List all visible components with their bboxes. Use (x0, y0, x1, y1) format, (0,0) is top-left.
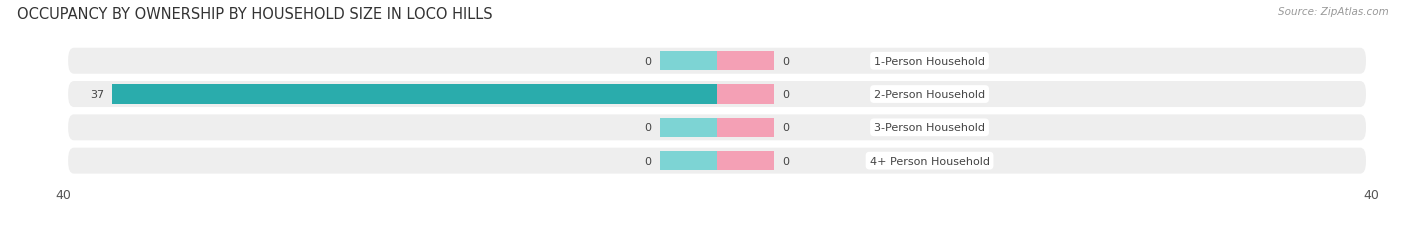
Text: 2-Person Household: 2-Person Household (875, 90, 986, 100)
Text: 37: 37 (90, 90, 104, 100)
Bar (659, 52, 717, 71)
Bar (717, 85, 775, 104)
Text: 0: 0 (782, 123, 789, 133)
Text: 0: 0 (645, 156, 651, 166)
FancyBboxPatch shape (67, 82, 1367, 108)
Text: 0: 0 (782, 156, 789, 166)
Text: 0: 0 (782, 90, 789, 100)
Text: 0: 0 (782, 57, 789, 67)
FancyBboxPatch shape (67, 148, 1367, 174)
Text: Source: ZipAtlas.com: Source: ZipAtlas.com (1278, 7, 1389, 17)
Bar (717, 52, 775, 71)
Text: OCCUPANCY BY OWNERSHIP BY HOUSEHOLD SIZE IN LOCO HILLS: OCCUPANCY BY OWNERSHIP BY HOUSEHOLD SIZE… (17, 7, 492, 22)
Text: 1-Person Household: 1-Person Household (875, 57, 986, 67)
FancyBboxPatch shape (67, 49, 1367, 74)
Bar (112, 85, 717, 104)
FancyBboxPatch shape (67, 115, 1367, 141)
Text: 4+ Person Household: 4+ Person Household (869, 156, 990, 166)
Bar (659, 151, 717, 170)
Bar (717, 118, 775, 137)
Text: 0: 0 (645, 57, 651, 67)
Bar (659, 118, 717, 137)
Bar (717, 151, 775, 170)
Text: 3-Person Household: 3-Person Household (875, 123, 986, 133)
Text: 0: 0 (645, 123, 651, 133)
